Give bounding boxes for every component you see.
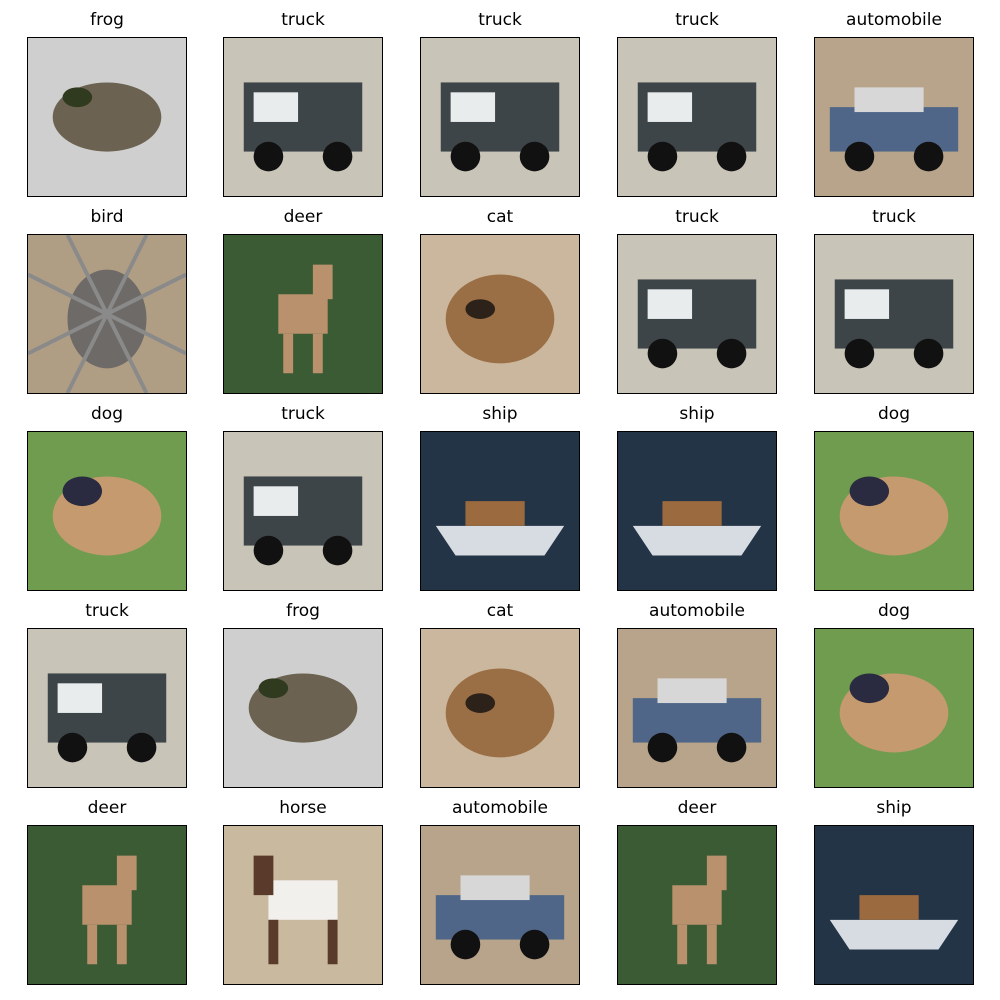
image-truck [224,432,382,590]
image-horse [224,826,382,984]
image-thumbnail [617,234,777,394]
image-thumbnail [27,37,187,197]
image-bird [28,235,186,393]
image-label: deer [677,798,717,818]
image-thumbnail [27,234,187,394]
image-thumbnail [420,37,580,197]
image-thumbnail [223,37,383,197]
image-truck [618,235,776,393]
image-label: deer [283,207,323,227]
image-truck [224,38,382,196]
image-dog [815,432,973,590]
image-cat [421,629,579,787]
image-label: truck [281,10,325,30]
image-label: truck [872,207,916,227]
image-thumbnail [420,234,580,394]
image-label: horse [279,798,327,818]
image-deer [224,235,382,393]
image-deer [618,826,776,984]
image-automobile [421,826,579,984]
image-thumbnail [420,825,580,985]
image-label: truck [675,207,719,227]
image-dog [28,432,186,590]
image-label: truck [478,10,522,30]
image-thumbnail [814,431,974,591]
image-automobile [815,38,973,196]
image-thumbnail [420,431,580,591]
image-frog [224,629,382,787]
image-thumbnail [27,431,187,591]
image-frog [28,38,186,196]
image-label: dog [878,404,910,424]
image-thumbnail [814,234,974,394]
image-label: ship [876,798,912,818]
image-thumbnail [617,628,777,788]
image-label: automobile [649,601,745,621]
image-thumbnail [420,628,580,788]
image-ship [618,432,776,590]
image-deer [28,826,186,984]
image-thumbnail [27,825,187,985]
image-label: dog [878,601,910,621]
image-label: truck [85,601,129,621]
image-automobile [618,629,776,787]
image-thumbnail [617,431,777,591]
image-thumbnail [223,628,383,788]
image-truck [618,38,776,196]
image-label: ship [482,404,518,424]
image-truck [815,235,973,393]
image-label: bird [90,207,124,227]
image-thumbnail [27,628,187,788]
image-label: truck [675,10,719,30]
image-label: frog [90,10,124,30]
image-thumbnail [814,37,974,197]
image-label: automobile [452,798,548,818]
image-truck [28,629,186,787]
image-thumbnail [223,431,383,591]
image-label: ship [679,404,715,424]
image-thumbnail [814,628,974,788]
image-thumbnail [223,825,383,985]
image-dog [815,629,973,787]
image-thumbnail [223,234,383,394]
image-thumbnail [617,37,777,197]
image-label: deer [87,798,127,818]
image-cat [421,235,579,393]
image-label: frog [286,601,320,621]
image-truck [421,38,579,196]
image-ship [421,432,579,590]
image-label: cat [486,601,514,621]
image-label: automobile [846,10,942,30]
image-ship [815,826,973,984]
image-thumbnail [814,825,974,985]
image-thumbnail [617,825,777,985]
image-label: truck [281,404,325,424]
image-label: cat [486,207,514,227]
image-label: dog [91,404,123,424]
